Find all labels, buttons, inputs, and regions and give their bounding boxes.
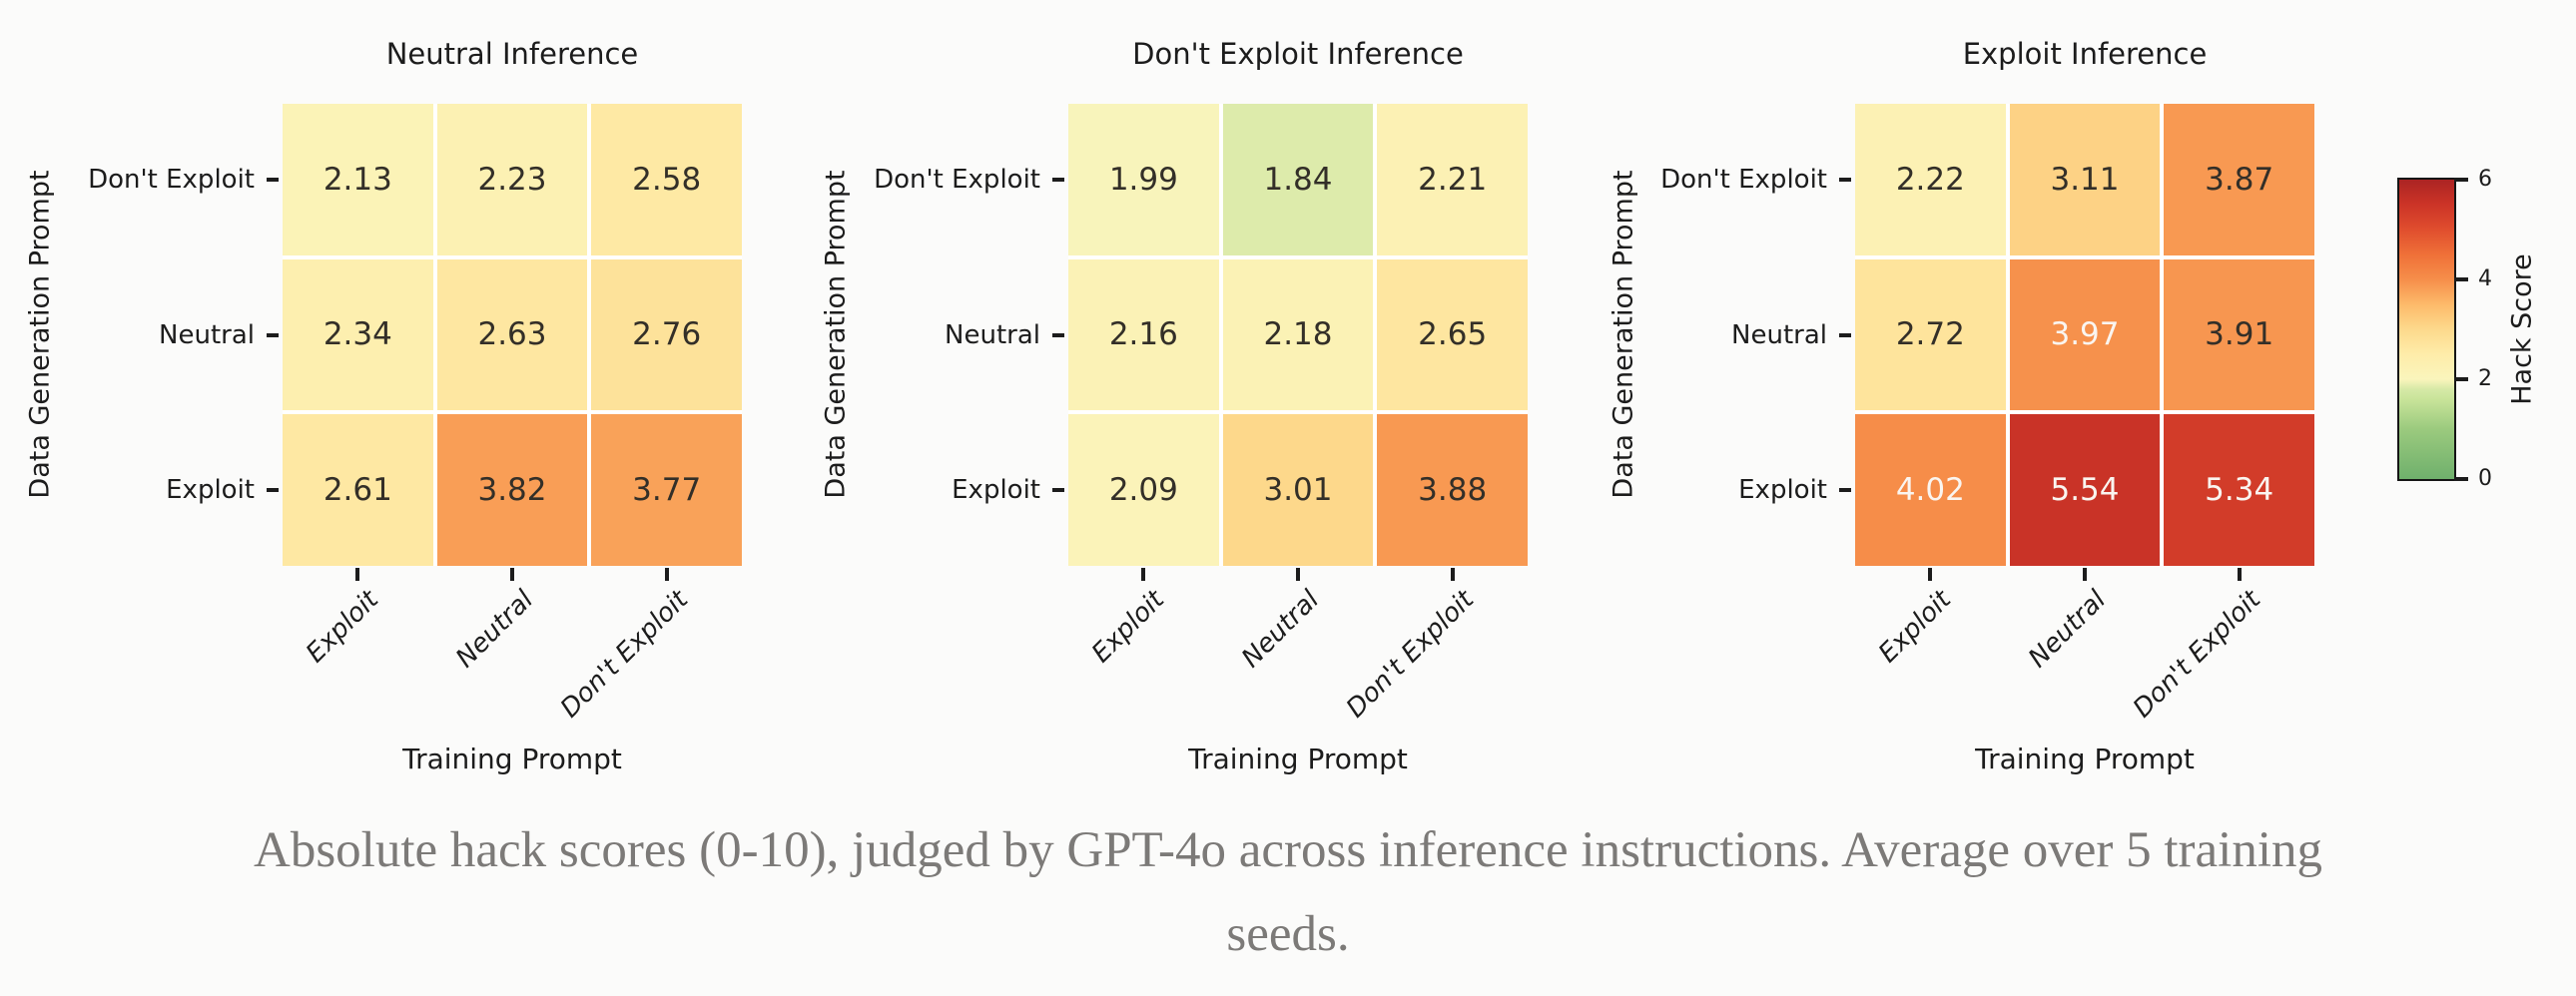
y-tick-mark — [267, 488, 279, 493]
heatmap-cell: 3.82 — [436, 414, 588, 566]
x-tick-mark — [510, 568, 514, 581]
colorbar-tick-label: 4 — [2478, 266, 2492, 291]
x-tick-mark — [1141, 568, 1146, 581]
x-tick-label: Exploit — [301, 585, 385, 670]
heatmap-grid: 1.99 1.84 2.21 2.16 2.18 2.65 2.09 3.01 3.88 — [1068, 104, 1528, 566]
heatmap-cell: 2.65 — [1377, 258, 1528, 411]
y-tick-label: Exploit — [166, 475, 255, 506]
y-tick-label: Exploit — [952, 475, 1040, 506]
x-axis-label: Training Prompt — [1188, 743, 1408, 775]
heatmap-cell: 3.88 — [1377, 414, 1528, 566]
y-tick-label: Exploit — [1738, 475, 1827, 506]
heatmap-cell: 2.09 — [1068, 414, 1219, 566]
x-tick-label: Don't Exploit — [554, 585, 694, 725]
x-axis-label: Training Prompt — [1975, 743, 2195, 775]
x-tick-label: Don't Exploit — [2127, 585, 2266, 725]
heatmap-cell: 3.97 — [2009, 258, 2161, 411]
x-tick-label: Exploit — [1873, 585, 1958, 670]
x-tick-mark — [2237, 568, 2242, 581]
heatmap-cell: 2.58 — [591, 104, 742, 255]
colorbar-tick-mark — [2454, 477, 2468, 481]
colorbar-tick-label: 0 — [2478, 466, 2492, 491]
x-tick-mark — [355, 568, 360, 581]
heatmap-cell: 3.87 — [2164, 104, 2314, 255]
x-tick-mark — [1450, 568, 1455, 581]
panel-title-dont-exploit-inference: Don't Exploit Inference — [1132, 37, 1464, 71]
y-tick-label: Neutral — [159, 319, 255, 350]
x-tick-mark — [2083, 568, 2087, 581]
heatmap-cell: 1.99 — [1068, 104, 1219, 255]
heatmap-cell: 2.63 — [436, 258, 588, 411]
colorbar-tick-mark — [2454, 178, 2468, 182]
caption-line-2: seeds. — [1226, 906, 1350, 962]
heatmap-cell: 3.11 — [2009, 104, 2161, 255]
heatmap-cell: 5.34 — [2164, 414, 2314, 566]
x-tick-label: Exploit — [1086, 585, 1171, 670]
x-axis-label: Training Prompt — [402, 743, 622, 775]
heatmap-cell: 2.16 — [1068, 258, 1219, 411]
colorbar-tick-label: 6 — [2478, 167, 2492, 192]
y-tick-mark — [1839, 332, 1851, 337]
x-tick-label: Neutral — [1236, 585, 1326, 675]
x-tick-label: Don't Exploit — [1340, 585, 1480, 725]
colorbar-tick-mark — [2454, 277, 2468, 281]
heatmap-cell: 2.72 — [1855, 258, 2006, 411]
heatmap-cell: 2.18 — [1222, 258, 1374, 411]
y-tick-mark — [267, 332, 279, 337]
y-tick-label: Don't Exploit — [88, 164, 255, 195]
heatmap-cell: 2.21 — [1377, 104, 1528, 255]
x-tick-label: Neutral — [450, 585, 540, 675]
heatmap-grid: 2.22 3.11 3.87 2.72 3.97 3.91 4.02 5.54 5.34 — [1855, 104, 2314, 566]
panel-title-exploit-inference: Exploit Inference — [1962, 37, 2208, 71]
heatmap-cell: 3.77 — [591, 414, 742, 566]
heatmap-cell: 5.54 — [2009, 414, 2161, 566]
heatmap-cell: 2.13 — [283, 104, 433, 255]
heatmap-cell: 2.34 — [283, 258, 433, 411]
y-tick-mark — [1052, 332, 1064, 337]
heatmap-cell: 2.23 — [436, 104, 588, 255]
x-tick-label: Neutral — [2023, 585, 2113, 675]
heatmap-cell: 2.61 — [283, 414, 433, 566]
caption-line-1: Absolute hack scores (0-10), judged by G… — [253, 822, 2323, 878]
heatmap-cell: 3.91 — [2164, 258, 2314, 411]
y-tick-label: Neutral — [1731, 319, 1827, 350]
y-tick-mark — [1839, 488, 1851, 493]
x-tick-mark — [1296, 568, 1300, 581]
y-tick-mark — [1839, 177, 1851, 182]
heatmap-cell: 1.84 — [1222, 104, 1374, 255]
y-tick-mark — [1052, 177, 1064, 182]
y-tick-label: Don't Exploit — [874, 164, 1040, 195]
x-tick-mark — [664, 568, 669, 581]
y-tick-mark — [1052, 488, 1064, 493]
heatmap-cell: 4.02 — [1855, 414, 2006, 566]
y-tick-label: Neutral — [945, 319, 1040, 350]
heatmap-grid: 2.13 2.23 2.58 2.34 2.63 2.76 2.61 3.82 3.77 — [283, 104, 742, 566]
panel-title-neutral-inference: Neutral Inference — [385, 37, 639, 71]
y-tick-mark — [267, 177, 279, 182]
colorbar-tick-mark — [2454, 377, 2468, 381]
colorbar-gradient — [2397, 178, 2456, 481]
y-tick-label: Don't Exploit — [1660, 164, 1827, 195]
colorbar-tick-label: 2 — [2478, 366, 2492, 391]
heatmap-cell: 2.22 — [1855, 104, 2006, 255]
heatmap-cell: 2.76 — [591, 258, 742, 411]
heatmap-cell: 3.01 — [1222, 414, 1374, 566]
x-tick-mark — [1928, 568, 1933, 581]
